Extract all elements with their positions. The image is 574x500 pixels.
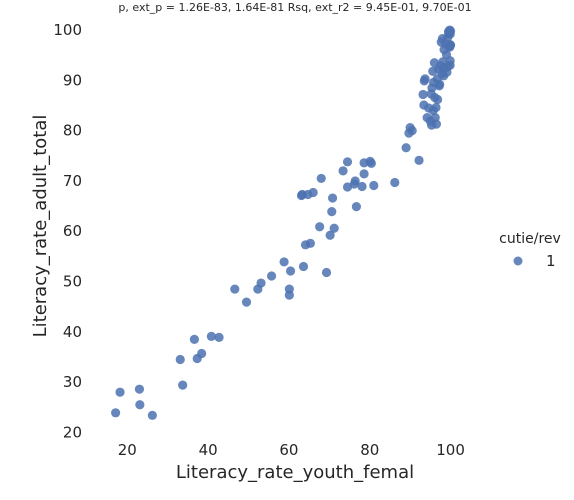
data-point [284, 290, 294, 300]
data-point [342, 157, 353, 167]
data-point [178, 380, 188, 390]
data-point [241, 297, 252, 307]
data-point [321, 267, 332, 278]
data-point [298, 261, 309, 272]
y-tick-label: 40 [63, 323, 82, 341]
data-point [285, 266, 296, 276]
data-point [445, 42, 455, 52]
y-tick-label: 70 [63, 172, 82, 190]
plot-area [111, 25, 456, 420]
legend-marker [513, 256, 523, 266]
data-point [420, 74, 430, 84]
data-point [325, 230, 335, 240]
data-point [445, 60, 455, 70]
data-point [401, 143, 411, 153]
legend-entry-label: 1 [546, 252, 556, 270]
data-point [414, 155, 424, 165]
y-tick-label: 90 [63, 71, 82, 89]
x-tick-label: 40 [199, 441, 218, 459]
data-point [327, 193, 338, 203]
data-point [308, 187, 318, 198]
data-point [256, 278, 266, 288]
data-point [357, 181, 367, 192]
data-point [279, 257, 289, 267]
data-point [135, 400, 145, 410]
data-point [350, 176, 360, 186]
data-point [342, 182, 353, 192]
x-tick-label: 100 [436, 441, 465, 459]
data-point [351, 201, 362, 212]
data-point [115, 387, 125, 397]
y-tick-label: 60 [63, 222, 82, 240]
data-point [111, 408, 121, 418]
data-point [418, 89, 428, 100]
data-point [147, 410, 157, 420]
data-point [431, 102, 441, 113]
data-point [390, 177, 400, 188]
data-point [338, 166, 348, 176]
data-point [369, 180, 379, 191]
y-tick-label: 20 [63, 423, 82, 441]
legend: cutie/rev 1 [499, 231, 561, 270]
y-axis-label: Literacy_rate_adult_total [30, 115, 51, 338]
chart-title: p, ext_p = 1.26E-83, 1.64E-81 Rsq, ext_r… [118, 1, 471, 14]
data-point [134, 384, 145, 394]
x-tick-label: 20 [118, 441, 137, 459]
data-point [206, 331, 216, 341]
legend-title: cutie/rev [499, 231, 561, 247]
y-tick-labels: 20 30 40 50 60 70 80 90 100 [53, 21, 82, 441]
data-point [315, 222, 325, 232]
x-tick-label: 80 [360, 441, 379, 459]
data-point [305, 238, 315, 248]
data-point [316, 173, 326, 184]
data-point [214, 332, 224, 342]
y-tick-label: 100 [53, 21, 82, 39]
data-point [230, 284, 240, 294]
x-axis-label: Literacy_rate_youth_femal [176, 462, 414, 483]
data-point [197, 348, 207, 359]
x-tick-labels: 20 40 60 80 100 [118, 441, 465, 459]
data-point [327, 207, 337, 217]
data-point [329, 223, 339, 233]
data-point [433, 94, 443, 105]
y-tick-label: 80 [63, 122, 82, 140]
data-point [407, 126, 417, 136]
data-point [175, 354, 185, 365]
x-tick-label: 60 [279, 441, 298, 459]
data-point [366, 158, 376, 168]
data-point [435, 79, 445, 89]
y-tick-label: 30 [63, 373, 82, 391]
data-point [445, 26, 456, 36]
data-point [266, 271, 277, 281]
data-point [189, 334, 199, 344]
y-tick-label: 50 [63, 273, 82, 291]
data-point [431, 119, 442, 129]
data-point [359, 169, 369, 179]
